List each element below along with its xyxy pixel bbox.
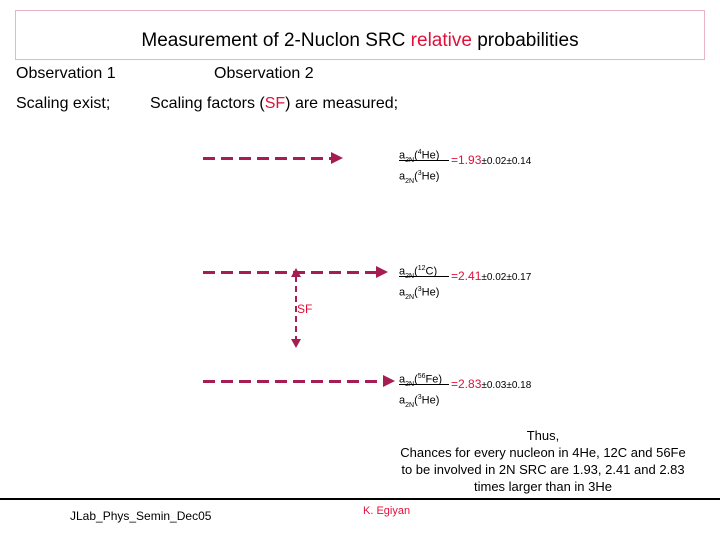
observation-2-text: Scaling factors (SF) are measured; — [150, 95, 398, 113]
ratio-numerator: a2N(56Fe) — [399, 373, 443, 388]
footer-author: K. Egiyan — [363, 505, 411, 517]
fraction-bar — [399, 384, 449, 385]
conclusion-line: Chances for every nucleon in 4He, 12C an… — [400, 445, 686, 460]
arrow-down-icon — [291, 339, 301, 348]
fraction-bar — [399, 276, 449, 277]
arrow-he4 — [203, 152, 343, 164]
arrow-c12 — [203, 266, 388, 278]
conclusion-line: to be involved in 2N SRC are 1.93, 2.41 … — [401, 462, 685, 477]
observation-1-heading: Observation 1 — [16, 65, 116, 82]
slide-title: Measurement of 2-Nuclon SRC relative pro… — [0, 30, 720, 52]
fraction-bar — [399, 160, 449, 161]
obs2-text-sf: SF — [264, 95, 286, 112]
ratio-fe56: a2N(56Fe) a2N(3He) =2.83±0.03±0.18 — [399, 370, 531, 412]
ratio-denominator: a2N(3He) — [399, 393, 440, 409]
sf-label: SF — [297, 302, 313, 316]
ratio-value: =2.83±0.03±0.18 — [451, 377, 532, 391]
ratio-value: =2.41±0.02±0.17 — [451, 269, 532, 283]
ratio-denominator: a2N(3He) — [399, 169, 440, 185]
obs2-text-post: ) are measured; — [285, 95, 399, 112]
conclusion-text: Thus, Chances for every nucleon in 4He, … — [383, 427, 703, 495]
arrow-fe56 — [203, 375, 395, 387]
title-highlight: relative — [410, 30, 472, 51]
conclusion-line: Thus, — [526, 428, 560, 443]
ratio-he4: a2N(4He) a2N(3He) =1.93±0.02±0.14 — [399, 146, 531, 188]
title-text-end: probabilities — [477, 30, 579, 51]
arrow-up-icon — [291, 268, 301, 277]
observation-1-text: Scaling exist; — [16, 95, 111, 112]
ratio-numerator: a2N(12C) — [399, 265, 438, 280]
title-text: Measurement of 2-Nuclon SRC — [141, 30, 406, 51]
footer-seminar-label: JLab_Phys_Semin_Dec05 — [70, 509, 212, 523]
title-frame — [15, 10, 705, 60]
ratio-value: =1.93±0.02±0.14 — [451, 153, 532, 167]
ratio-numerator: a2N(4He) — [399, 149, 440, 164]
observation-2-heading: Observation 2 — [214, 65, 314, 82]
conclusion-line: times larger than in 3He — [473, 479, 612, 494]
footer-divider — [0, 498, 720, 500]
ratio-denominator: a2N(3He) — [399, 285, 440, 301]
sf-double-arrow — [291, 268, 301, 348]
ratio-c12: a2N(12C) a2N(3He) =2.41±0.02±0.17 — [399, 262, 531, 304]
obs2-text-pre: Scaling factors ( — [150, 95, 265, 112]
